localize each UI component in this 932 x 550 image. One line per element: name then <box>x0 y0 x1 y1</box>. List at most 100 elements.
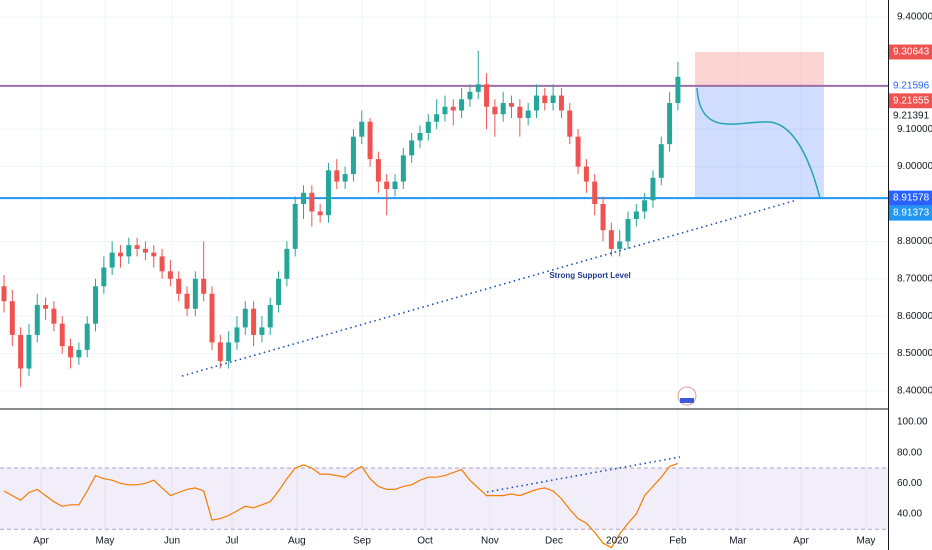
candle-body <box>184 293 190 309</box>
candle-body <box>34 304 40 335</box>
position-tool <box>0 52 888 530</box>
x-tick-label: Jun <box>164 536 180 547</box>
annotation: Strong Support Level <box>549 271 630 280</box>
candle-body <box>342 174 348 182</box>
candle-body <box>159 256 165 272</box>
candle-body <box>142 248 148 253</box>
candle-body <box>600 204 606 231</box>
candle-body <box>667 103 673 145</box>
candle-body <box>467 91 473 100</box>
candle-body <box>442 106 448 115</box>
candle-body <box>93 286 99 324</box>
candle-body <box>309 192 315 212</box>
x-tick-label: Mar <box>729 536 747 547</box>
candle-body <box>26 334 32 369</box>
candle-body <box>592 181 598 204</box>
candle-body <box>400 155 406 182</box>
axes: Apr May Jun Jul Aug Sep Oct Nov Dec 2020 Feb Mar Apr… <box>33 12 932 547</box>
candle-body <box>43 304 49 309</box>
candle-body <box>51 308 57 324</box>
candle-body <box>367 121 373 160</box>
x-tick-label: Apr <box>33 536 49 547</box>
candle-body <box>550 95 556 104</box>
y-tick-label: 8.70000 <box>897 273 932 284</box>
candle-body <box>284 248 290 279</box>
candle-body <box>425 121 431 133</box>
price-label-bg <box>889 205 932 221</box>
candle-body <box>84 323 90 350</box>
candle-body <box>151 252 157 257</box>
candle-body <box>101 267 107 287</box>
candle-body <box>217 342 223 362</box>
price-label-bg <box>889 93 932 109</box>
rsi-tick-label: 40.00 <box>897 509 922 520</box>
candle-body <box>76 349 82 358</box>
candle-body <box>251 308 257 335</box>
price-label-bg <box>889 190 932 206</box>
candle-body <box>642 200 648 212</box>
candle-body <box>1 286 7 302</box>
candle-body <box>392 181 398 190</box>
candle-body <box>375 159 381 182</box>
grid <box>0 0 888 550</box>
candle-body <box>409 140 415 156</box>
y-tick-label: 8.40000 <box>897 386 932 397</box>
candle-body <box>176 278 182 294</box>
price-label-bg <box>889 78 932 94</box>
price-label-bg <box>889 108 932 124</box>
rsi-tick-label: 80.00 <box>897 447 922 458</box>
x-tick-label: Apr <box>793 536 809 547</box>
price-label: 8.91373 <box>893 208 930 219</box>
candle-body <box>242 308 248 328</box>
projection-curve <box>696 87 821 199</box>
price-label: 9.21391 <box>893 110 930 121</box>
candle-body <box>134 245 140 249</box>
candle-body <box>658 144 664 178</box>
x-tick-label: May <box>96 536 115 547</box>
x-tick-label: Oct <box>417 536 433 547</box>
candle-body <box>450 106 456 111</box>
rsi-line <box>3 462 679 549</box>
candle-body <box>459 99 465 111</box>
candle-body <box>209 293 215 343</box>
candle-body <box>542 95 548 104</box>
x-tick-label: May <box>856 536 875 547</box>
candle-body <box>575 136 581 167</box>
candle-body <box>59 323 65 347</box>
candle-body <box>226 342 232 362</box>
price-label: 9.30643 <box>893 47 930 58</box>
candle-body <box>317 211 323 216</box>
rsi-tick-label: 60.00 <box>897 478 922 489</box>
candle-body <box>201 278 207 294</box>
x-tick-label: Aug <box>288 536 306 547</box>
candle-body <box>292 204 298 249</box>
candle-body <box>267 304 273 328</box>
candle-body <box>608 230 614 249</box>
candle-body <box>384 181 390 190</box>
target-zone <box>694 85 824 199</box>
x-tick-label: Jul <box>226 536 239 547</box>
candle-body <box>567 110 573 137</box>
candle-body <box>276 278 282 305</box>
stop-zone <box>694 52 824 86</box>
candle-body <box>109 252 115 268</box>
x-tick-label: Dec <box>545 536 563 547</box>
candle-body <box>167 271 173 279</box>
y-tick-label: 9.10000 <box>897 124 932 135</box>
event-marker[interactable] <box>677 386 697 406</box>
candle-body <box>625 218 631 242</box>
plot <box>1 50 681 549</box>
candle-body <box>517 106 523 118</box>
candle-body <box>475 84 481 92</box>
price-label: 8.91578 <box>893 193 930 204</box>
candle-body <box>417 132 423 141</box>
candle-body <box>492 106 498 115</box>
candle-body <box>334 170 340 182</box>
candle-body <box>325 170 331 216</box>
rsi-band <box>0 467 888 530</box>
x-tick-label: Sep <box>353 536 371 547</box>
y-tick-label: 8.80000 <box>897 236 932 247</box>
candle-body <box>509 103 515 107</box>
